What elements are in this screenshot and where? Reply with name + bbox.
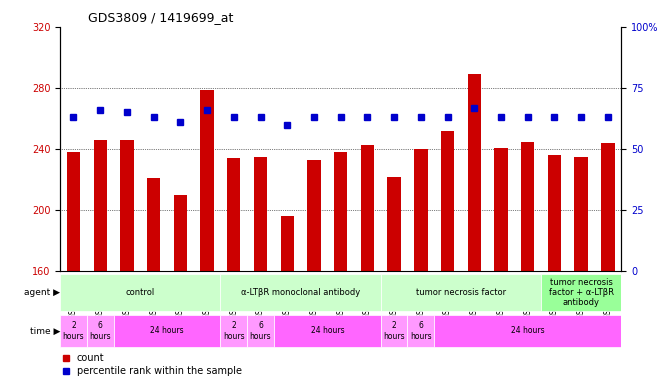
FancyBboxPatch shape (434, 315, 621, 347)
Bar (414, 149, 428, 271)
FancyBboxPatch shape (541, 273, 621, 311)
Text: 24 hours: 24 hours (311, 326, 344, 335)
Text: agent ▶: agent ▶ (24, 288, 60, 297)
FancyBboxPatch shape (247, 315, 274, 347)
Text: α-LTβR monoclonal antibody: α-LTβR monoclonal antibody (241, 288, 360, 297)
Text: percentile rank within the sample: percentile rank within the sample (77, 366, 242, 376)
Bar (147, 178, 160, 271)
Bar (468, 74, 481, 271)
Text: tumor necrosis factor: tumor necrosis factor (416, 288, 506, 297)
Bar (281, 217, 294, 271)
Text: time ▶: time ▶ (30, 326, 60, 335)
FancyBboxPatch shape (274, 315, 381, 347)
FancyBboxPatch shape (60, 273, 220, 311)
FancyBboxPatch shape (381, 315, 407, 347)
Bar (361, 145, 374, 271)
Bar (574, 157, 588, 271)
Bar (120, 140, 134, 271)
Text: 24 hours: 24 hours (511, 326, 544, 335)
FancyBboxPatch shape (87, 315, 114, 347)
Text: 2
hours: 2 hours (63, 321, 84, 341)
Bar (94, 140, 107, 271)
Bar (307, 160, 321, 271)
FancyBboxPatch shape (381, 273, 541, 311)
FancyBboxPatch shape (114, 315, 220, 347)
Bar (441, 131, 454, 271)
Text: 6
hours: 6 hours (250, 321, 271, 341)
Text: 2
hours: 2 hours (383, 321, 405, 341)
Text: 6
hours: 6 hours (90, 321, 111, 341)
Bar (227, 158, 240, 271)
Text: control: control (126, 288, 155, 297)
Bar (200, 89, 214, 271)
Bar (174, 195, 187, 271)
Bar (494, 148, 508, 271)
Bar (254, 157, 267, 271)
Bar (601, 143, 615, 271)
Bar (387, 177, 401, 271)
Bar (548, 155, 561, 271)
FancyBboxPatch shape (220, 315, 247, 347)
Text: GDS3809 / 1419699_at: GDS3809 / 1419699_at (88, 11, 234, 24)
Bar (521, 142, 534, 271)
Text: 6
hours: 6 hours (410, 321, 432, 341)
Text: 24 hours: 24 hours (150, 326, 184, 335)
Text: count: count (77, 353, 105, 363)
Text: 2
hours: 2 hours (223, 321, 244, 341)
FancyBboxPatch shape (220, 273, 381, 311)
Text: tumor necrosis
factor + α-LTβR
antibody: tumor necrosis factor + α-LTβR antibody (548, 278, 614, 307)
Bar (67, 152, 80, 271)
Bar (334, 152, 347, 271)
FancyBboxPatch shape (407, 315, 434, 347)
FancyBboxPatch shape (60, 315, 87, 347)
